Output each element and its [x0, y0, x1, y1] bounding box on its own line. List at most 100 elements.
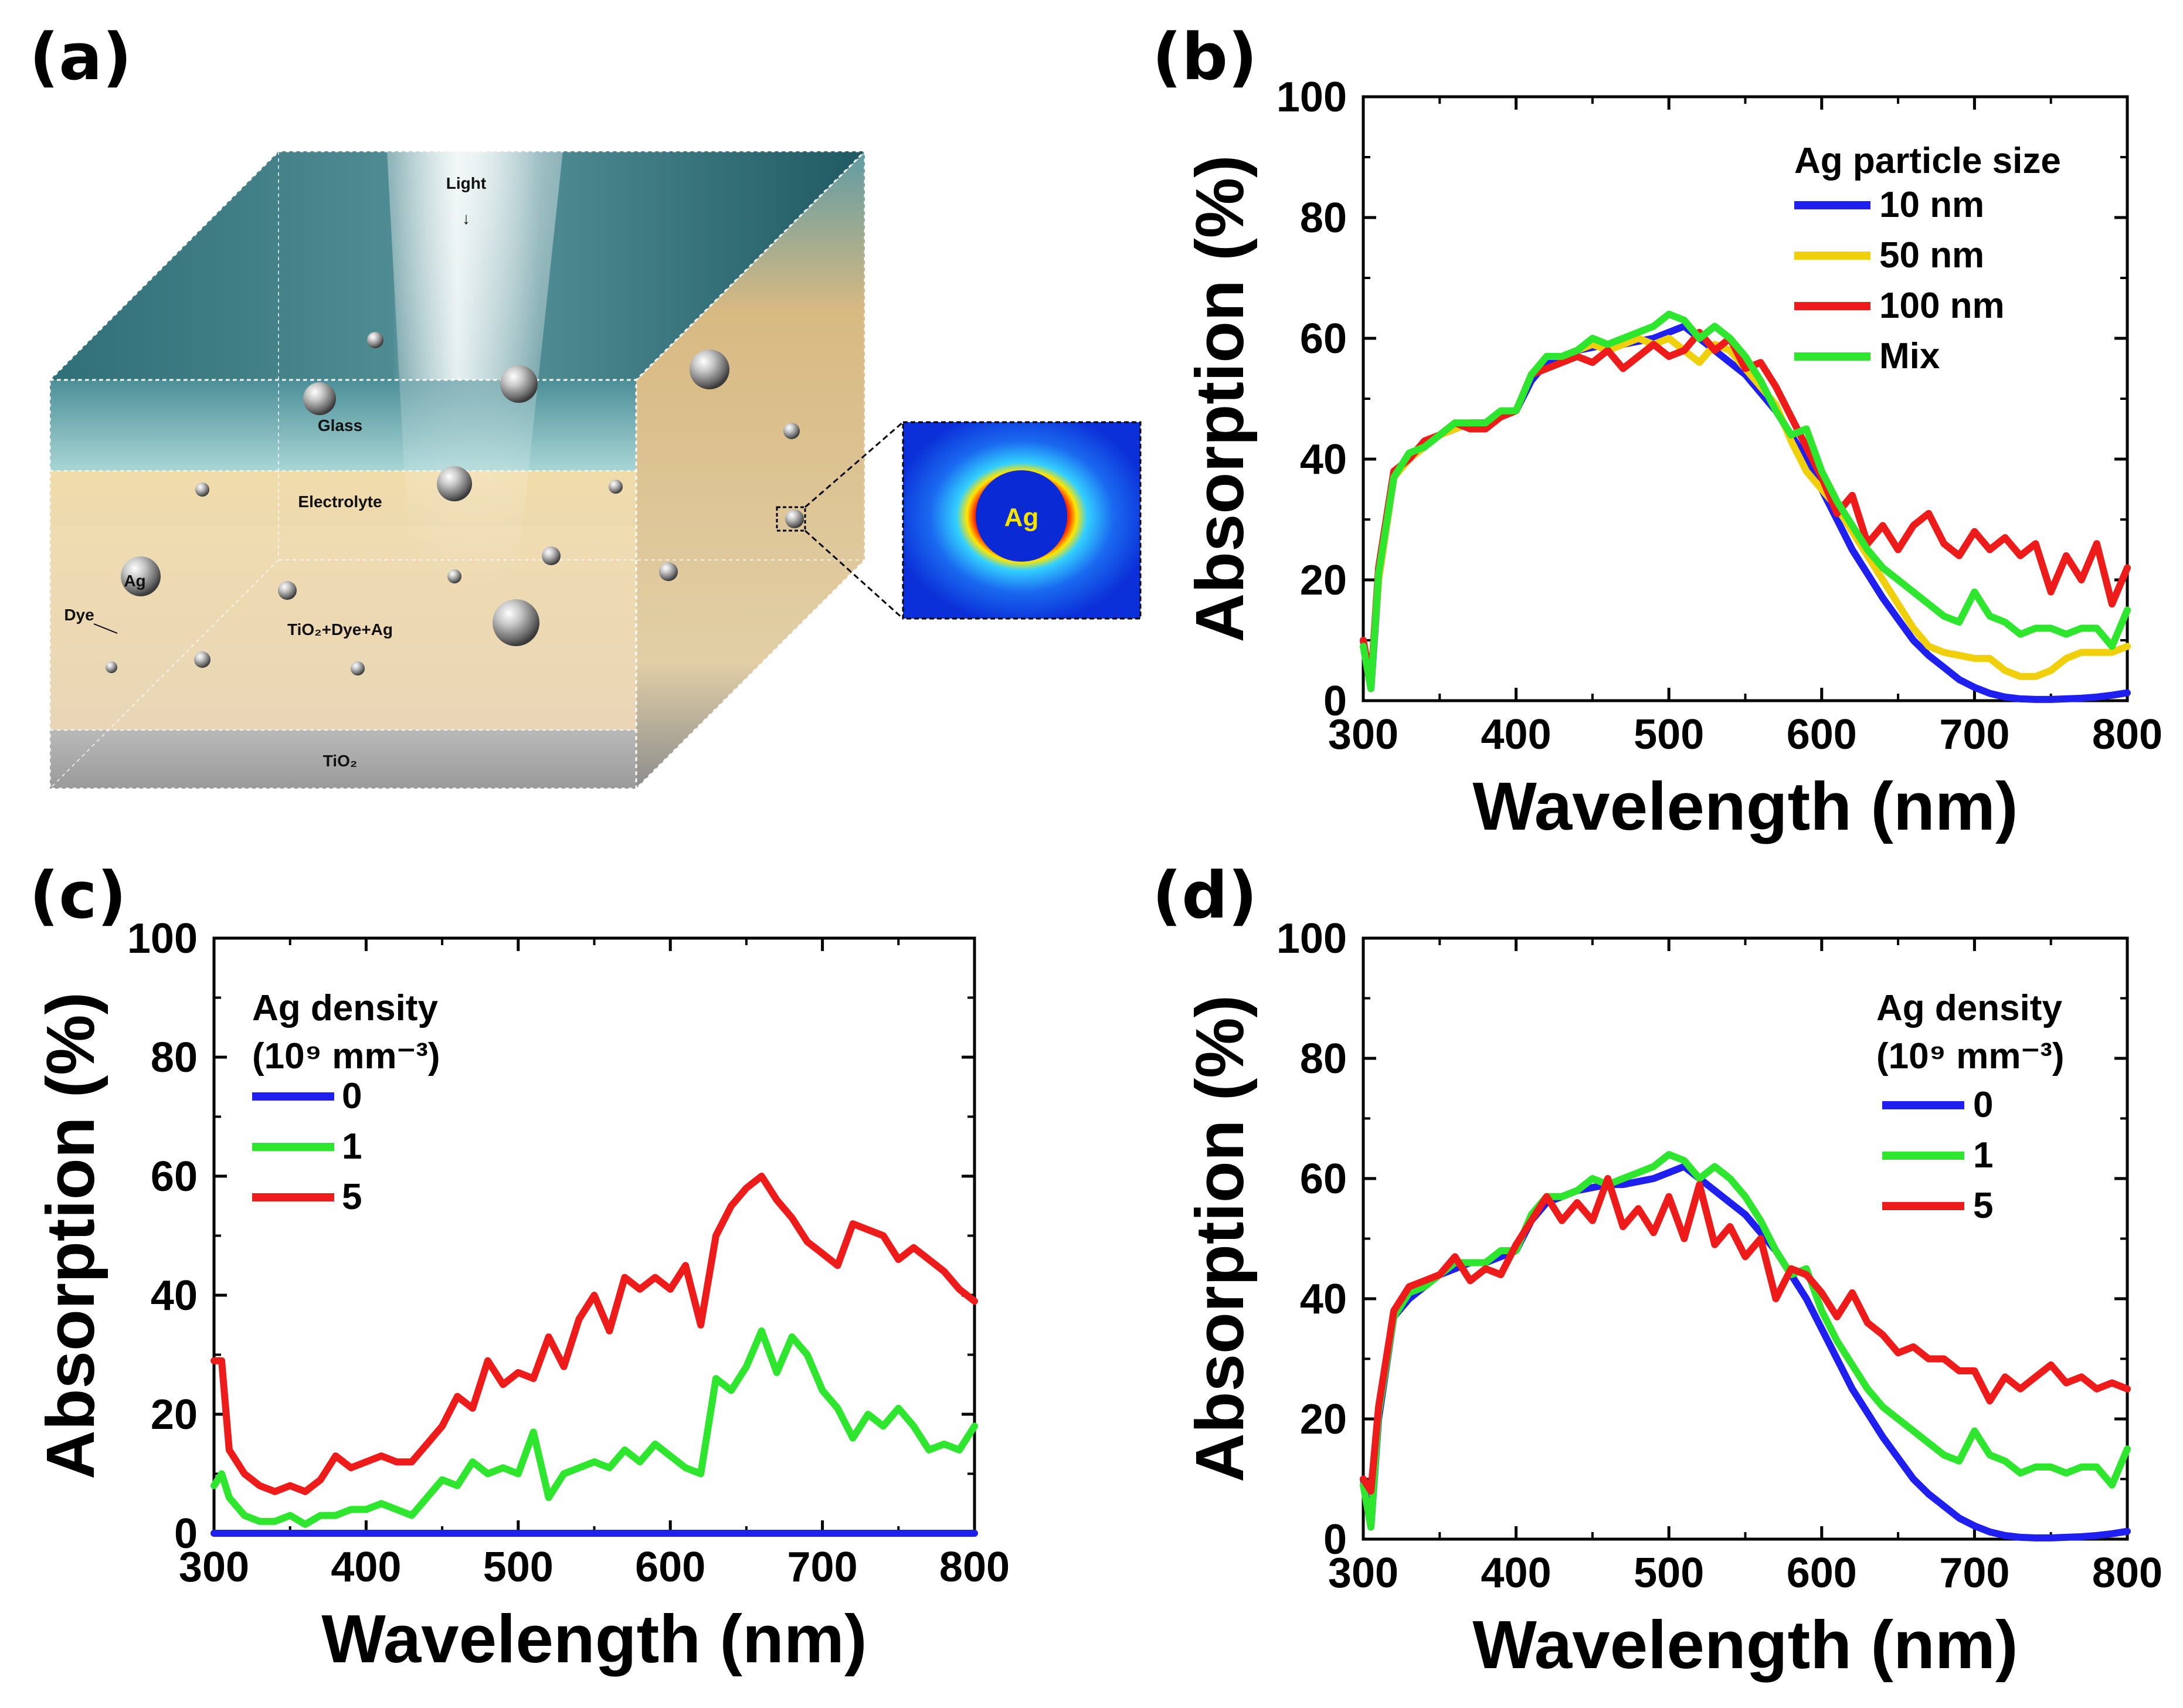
series-line-mix — [1360, 310, 2131, 692]
ag-particle — [783, 423, 800, 439]
y-tick-label: 0 — [174, 1510, 198, 1557]
electrolyte-layer — [50, 471, 636, 527]
y-axis-title: Absorption (%) — [1182, 995, 1258, 1482]
mixed-layer-label: TiO₂+Dye+Ag — [287, 620, 393, 639]
y-tick-label: 80 — [1300, 195, 1347, 242]
dye-label: Dye — [64, 606, 94, 624]
ag-particle — [367, 332, 383, 348]
legend-label: 0 — [1973, 1085, 1993, 1125]
x-tick-label: 500 — [483, 1544, 554, 1591]
y-tick-label: 40 — [1300, 1276, 1347, 1323]
y-tick-label: 80 — [151, 1034, 198, 1081]
zoom-line — [804, 421, 904, 508]
x-tick-label: 400 — [1481, 711, 1551, 758]
electrolyte-label: Electrolyte — [298, 493, 382, 511]
dye-arrow-icon — [93, 623, 118, 634]
chart-c: (c) 300 400 500 600 700 800 0 20 40 60 80 100 Wavele… — [29, 858, 1010, 1677]
legend-label: 50 nm — [1879, 235, 1984, 276]
x-axis-title: Wavelength (nm) — [321, 1601, 867, 1677]
x-tick-label: 400 — [331, 1544, 401, 1591]
inset-ag-label: Ag — [1004, 503, 1039, 532]
glass-label: Glass — [318, 416, 362, 434]
x-tick-label: 800 — [939, 1544, 1010, 1591]
legend-title: Ag density — [1876, 988, 2062, 1028]
ag-particle — [194, 651, 211, 668]
y-axis-title: Absorption (%) — [1182, 155, 1258, 642]
x-tick-label: 700 — [1939, 711, 2009, 758]
legend-title: Ag particle size — [1794, 141, 2061, 181]
ag-particle — [609, 480, 623, 494]
cell-front-outline — [49, 379, 637, 790]
y-axis-title: Absorption (%) — [32, 992, 108, 1479]
y-tick-label: 100 — [1276, 74, 1347, 121]
legend-label: 1 — [1973, 1135, 1993, 1176]
zoom-line — [804, 529, 904, 620]
ag-particle — [690, 349, 729, 389]
light-beam — [387, 151, 563, 586]
chart-d: (d) 300 400 500 600 700 800 0 20 40 60 80 100 Wavele… — [1152, 858, 2162, 1683]
x-tick-label: 400 — [1481, 1550, 1551, 1597]
panel-a-label: (a) — [29, 19, 132, 94]
legend-label: 10 nm — [1879, 185, 1984, 225]
tio2-layer — [50, 730, 636, 789]
legend-title: Ag density — [252, 988, 438, 1028]
y-tick-label: 100 — [1276, 915, 1347, 962]
plot-frame — [1362, 95, 2129, 702]
glass-layer — [50, 380, 636, 471]
light-label: Light — [446, 174, 486, 192]
x-tick-label: 500 — [1634, 1550, 1704, 1597]
ag-particle — [303, 382, 336, 415]
y-tick-label: 80 — [1300, 1035, 1347, 1082]
hidden-edge — [49, 559, 279, 789]
series-line-1 — [211, 1327, 978, 1528]
y-tick-label: 0 — [1323, 1516, 1347, 1563]
legend-label: 0 — [342, 1076, 362, 1116]
series-line-1 — [1360, 1151, 2131, 1531]
legend-subtitle: (10⁹ mm⁻³) — [1876, 1036, 2065, 1077]
legend-label: Mix — [1879, 336, 1940, 376]
ag-particle — [500, 365, 538, 403]
panel-a-diagram: (a) Light ↓ — [29, 19, 1142, 791]
y-tick-label: 20 — [151, 1391, 198, 1438]
x-tick-label: 500 — [1634, 711, 1704, 758]
legend-label: 1 — [342, 1126, 362, 1167]
inset-ag-particle — [976, 470, 1067, 562]
series-line-5 — [1360, 1175, 2131, 1495]
y-tick-label: 20 — [1300, 1396, 1347, 1443]
ag-particle — [493, 599, 539, 646]
chart-b: (b) 300 400 500 600 700 800 0 20 40 60 80 100 Wavele… — [1152, 19, 2162, 844]
ag-particle — [121, 556, 161, 596]
ag-diagram-label: Ag — [124, 572, 145, 590]
legend-subtitle: (10⁹ mm⁻³) — [252, 1036, 440, 1077]
ag-particle — [542, 546, 561, 565]
legend-label: 100 nm — [1879, 286, 2005, 326]
y-tick-label: 100 — [127, 915, 198, 962]
x-tick-label: 300 — [179, 1544, 249, 1591]
x-tick-label: 700 — [1939, 1550, 2009, 1597]
y-tick-label: 60 — [1300, 315, 1347, 362]
x-tick-label: 800 — [2092, 711, 2162, 758]
panel-c-label: (c) — [29, 858, 127, 933]
x-axis-title: Wavelength (nm) — [1472, 768, 2018, 844]
ag-particle — [278, 581, 297, 600]
y-tick-label: 60 — [1300, 1156, 1347, 1203]
series-line-100-nm — [1360, 328, 2131, 687]
ag-particle — [659, 562, 678, 581]
ag-particle — [437, 466, 472, 501]
legend-label: 5 — [342, 1177, 362, 1217]
ag-particle — [195, 483, 209, 497]
ag-particle — [351, 661, 365, 675]
panel-d-label: (d) — [1152, 858, 1257, 933]
x-tick-label: 600 — [1787, 1550, 1857, 1597]
x-tick-label: 600 — [1787, 711, 1857, 758]
panel-b-label: (b) — [1152, 19, 1257, 94]
series-line-10-nm — [1360, 322, 2131, 703]
y-tick-label: 40 — [1300, 436, 1347, 483]
x-tick-label: 300 — [1328, 1550, 1398, 1597]
series-line-5 — [211, 1173, 978, 1495]
x-tick-label: 600 — [635, 1544, 705, 1591]
ag-particle — [447, 569, 461, 583]
ag-particle — [106, 661, 117, 673]
legend-label: 5 — [1973, 1186, 1993, 1226]
